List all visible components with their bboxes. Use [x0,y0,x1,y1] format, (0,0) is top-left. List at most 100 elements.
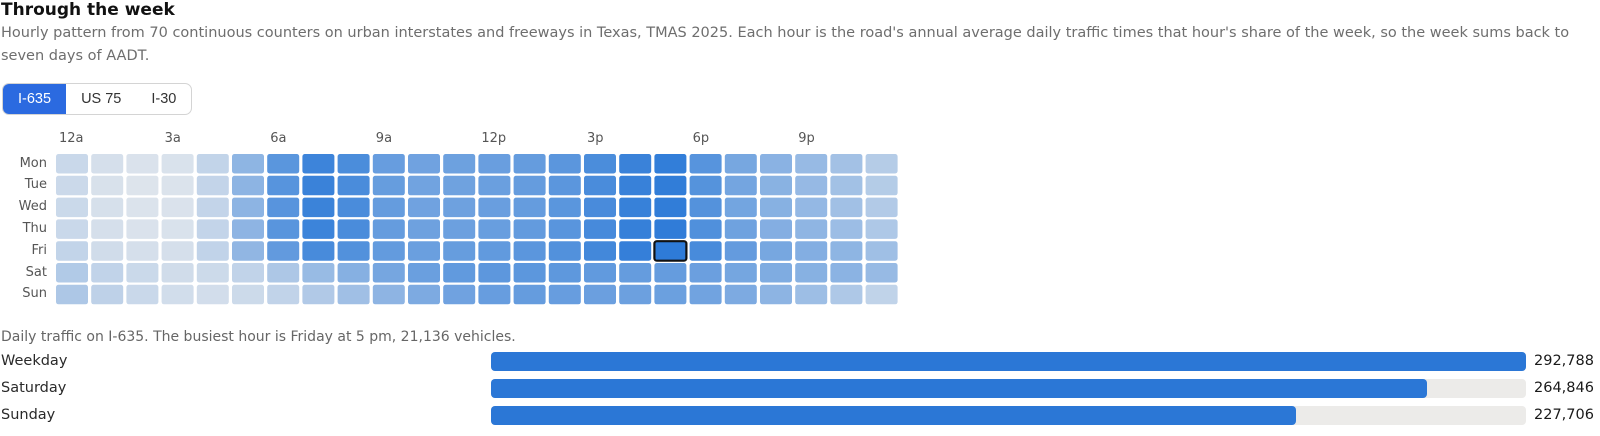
heatmap-cell[interactable] [443,154,476,174]
heatmap-cell[interactable] [548,241,581,261]
tab-us-75[interactable]: US 75 [81,91,122,107]
heatmap-cell[interactable] [408,263,440,283]
heatmap-cell[interactable] [91,284,124,305]
heatmap-cell[interactable] [584,284,616,305]
heatmap-cell[interactable] [548,219,581,239]
heatmap-cell[interactable] [126,284,159,305]
heatmap-cell[interactable] [196,241,229,261]
heatmap-cell[interactable] [689,263,722,283]
heatmap-cell[interactable] [760,154,792,174]
heatmap-cell[interactable] [56,219,88,239]
heatmap-cell[interactable] [724,241,757,261]
heatmap-cell[interactable] [126,175,159,196]
heatmap-cell[interactable] [408,154,440,174]
heatmap-cell[interactable] [513,263,546,283]
heatmap-cell[interactable] [91,175,124,196]
heatmap-cell[interactable] [56,284,88,305]
heatmap-cell[interactable] [865,175,898,196]
heatmap-cell[interactable] [795,284,828,305]
heatmap-cell[interactable] [232,219,264,239]
heatmap-cell[interactable] [126,241,159,261]
heatmap-cell[interactable] [865,241,898,261]
heatmap-cell[interactable] [302,241,335,261]
heatmap-cell[interactable] [795,241,828,261]
heatmap-cell[interactable] [478,175,511,196]
heatmap-cell[interactable] [584,241,616,261]
heatmap-cell[interactable] [196,219,229,239]
tab-i-635[interactable]: I-635 [3,84,67,114]
heatmap-cell[interactable] [689,241,722,261]
heatmap-cell[interactable] [619,219,652,239]
heatmap-cell[interactable] [584,197,616,218]
heatmap-cell[interactable] [619,263,652,283]
heatmap-cell[interactable] [91,241,124,261]
heatmap-cell[interactable] [408,197,440,218]
heatmap-cell[interactable] [795,197,828,218]
heatmap-cell[interactable] [161,284,194,305]
heatmap-cell[interactable] [584,219,616,239]
heatmap-cell[interactable] [654,154,687,174]
heatmap-cell[interactable] [478,154,511,174]
heatmap-cell[interactable] [865,284,898,305]
heatmap-cell[interactable] [795,154,828,174]
heatmap-cell[interactable] [372,241,405,261]
heatmap-cell[interactable] [161,263,194,283]
heatmap-cell[interactable] [830,284,863,305]
heatmap-cell[interactable] [689,175,722,196]
heatmap-cell[interactable] [548,154,581,174]
heatmap-cell[interactable] [56,241,88,261]
heatmap-cell[interactable] [232,263,264,283]
heatmap-cell[interactable] [337,175,370,196]
heatmap-cell[interactable] [830,154,863,174]
heatmap-cell[interactable] [161,197,194,218]
heatmap-cell[interactable] [584,154,616,174]
heatmap-cell[interactable] [161,175,194,196]
heatmap-cell[interactable] [302,263,335,283]
heatmap-cell[interactable] [795,175,828,196]
heatmap-cell[interactable] [724,154,757,174]
heatmap-cell[interactable] [830,197,863,218]
heatmap-cell[interactable] [513,284,546,305]
heatmap-cell[interactable] [337,284,370,305]
heatmap-cell[interactable] [830,219,863,239]
heatmap-cell[interactable] [161,241,194,261]
heatmap-cell[interactable] [689,154,722,174]
heatmap-cell[interactable] [478,284,511,305]
heatmap-cell[interactable] [443,219,476,239]
heatmap-cell[interactable] [91,219,124,239]
heatmap-cell[interactable] [443,241,476,261]
heatmap-cell[interactable] [196,154,229,174]
heatmap-cell[interactable] [372,197,405,218]
heatmap-cell[interactable] [478,241,511,261]
heatmap-cell[interactable] [267,284,300,305]
heatmap-cell[interactable] [760,241,792,261]
heatmap-cell[interactable] [795,263,828,283]
heatmap-cell[interactable] [548,197,581,218]
heatmap-cell[interactable] [654,284,687,305]
heatmap-cell[interactable] [689,284,722,305]
heatmap-cell[interactable] [865,219,898,239]
heatmap-cell[interactable] [337,154,370,174]
heatmap-cell[interactable] [408,175,440,196]
heatmap-cell[interactable] [443,197,476,218]
heatmap-cell[interactable] [513,241,546,261]
heatmap-cell[interactable] [654,219,687,239]
heatmap-cell[interactable] [830,241,863,261]
heatmap-cell[interactable] [830,175,863,196]
heatmap-cell[interactable] [478,197,511,218]
heatmap-cell[interactable] [196,263,229,283]
tab-i-30[interactable]: I-30 [151,91,177,107]
heatmap-cell[interactable] [760,219,792,239]
heatmap-cell[interactable] [126,197,159,218]
heatmap-cell[interactable] [337,197,370,218]
heatmap-cell[interactable] [548,263,581,283]
heatmap-cell[interactable] [513,175,546,196]
heatmap-cell[interactable] [196,197,229,218]
heatmap-cell[interactable] [584,263,616,283]
heatmap-cell[interactable] [408,241,440,261]
heatmap-cell[interactable] [232,241,264,261]
heatmap-cell[interactable] [126,219,159,239]
heatmap-cell[interactable] [56,154,88,174]
heatmap-cell[interactable] [56,197,88,218]
heatmap-cell[interactable] [126,263,159,283]
